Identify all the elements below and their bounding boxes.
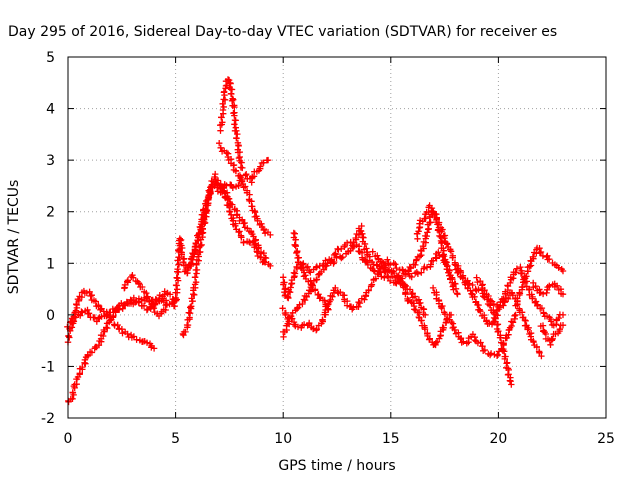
axes: 0 5 10 15 20 25 -2 -1 0 1 2 3 4 5 [41, 50, 615, 447]
y-tick-label: 5 [46, 50, 55, 66]
data-point-markers [216, 140, 274, 239]
y-tick-label: -2 [41, 411, 55, 427]
plot-frame [67, 56, 607, 419]
x-axis-label: GPS time / hours [278, 458, 395, 474]
grid-lines [68, 57, 606, 418]
data-track [216, 140, 274, 239]
data-track [217, 76, 246, 172]
data-track [279, 249, 459, 334]
data-series [64, 76, 567, 406]
x-tick-label: 10 [274, 431, 292, 447]
data-point-markers [512, 244, 567, 309]
chart-title: Day 295 of 2016, Sidereal Day-to-day VTE… [8, 24, 557, 40]
x-tick-label: 25 [597, 431, 615, 447]
data-point-markers [64, 287, 158, 352]
data-track [429, 284, 519, 359]
data-point-markers [429, 284, 519, 359]
x-tick-label: 0 [64, 431, 73, 447]
x-tick-label: 15 [382, 431, 400, 447]
x-tick-label: 5 [171, 431, 180, 447]
data-track [65, 288, 177, 406]
data-point-markers [217, 76, 246, 172]
data-track [64, 294, 179, 346]
data-point-markers [290, 229, 332, 313]
data-track [537, 322, 567, 348]
y-tick-label: 3 [46, 153, 55, 169]
data-point-markers [369, 248, 455, 349]
data-track [64, 287, 158, 352]
data-track [121, 272, 171, 320]
data-track [184, 170, 270, 274]
y-tick-label: -1 [41, 359, 55, 375]
x-tick-label: 20 [489, 431, 507, 447]
y-tick-label: 4 [46, 102, 55, 118]
y-axis-label: SDTVAR / TECUs [6, 180, 22, 295]
data-point-markers [64, 294, 179, 346]
data-point-markers [184, 170, 270, 274]
data-track [171, 156, 272, 310]
data-point-markers [171, 156, 272, 310]
y-tick-label: 2 [46, 205, 55, 221]
data-track [530, 279, 567, 298]
data-point-markers [530, 279, 567, 298]
data-point-markers [121, 272, 171, 320]
data-track [512, 244, 567, 309]
data-point-markers [65, 288, 177, 406]
y-tick-label: 0 [46, 308, 55, 324]
data-track [369, 248, 455, 349]
data-track [290, 229, 332, 313]
y-tick-label: 1 [46, 256, 55, 272]
data-point-markers [537, 322, 567, 348]
data-point-markers [279, 249, 459, 334]
